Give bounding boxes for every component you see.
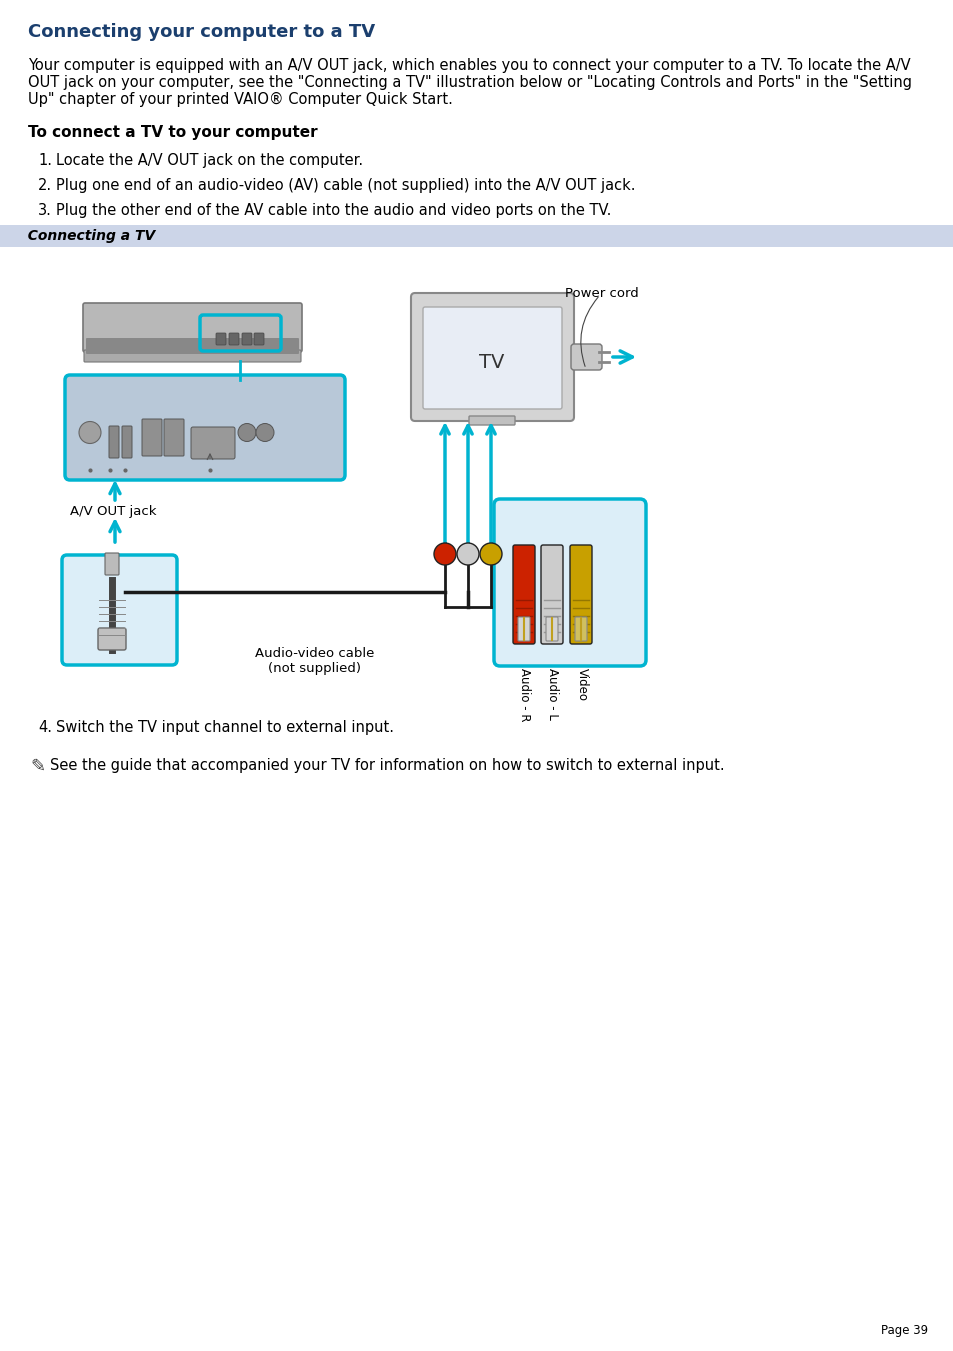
FancyBboxPatch shape [569,544,592,644]
Text: 1.: 1. [38,153,52,168]
FancyBboxPatch shape [98,628,126,650]
Text: ✎: ✎ [30,758,45,775]
FancyBboxPatch shape [83,303,302,353]
FancyBboxPatch shape [229,332,239,345]
FancyBboxPatch shape [242,332,252,345]
FancyBboxPatch shape [86,338,298,354]
Text: Locate the A/V OUT jack on the computer.: Locate the A/V OUT jack on the computer. [56,153,363,168]
Circle shape [255,423,274,442]
FancyBboxPatch shape [109,426,119,458]
FancyBboxPatch shape [191,427,234,459]
FancyBboxPatch shape [545,617,558,640]
FancyBboxPatch shape [517,617,530,640]
Text: Plug one end of an audio-video (AV) cable (not supplied) into the A/V OUT jack.: Plug one end of an audio-video (AV) cabl… [56,178,635,193]
Text: 4.: 4. [38,720,52,735]
FancyBboxPatch shape [164,419,184,457]
FancyBboxPatch shape [215,332,226,345]
Text: Your computer is equipped with an A/V OUT jack, which enables you to connect you: Your computer is equipped with an A/V OU… [28,58,910,73]
Text: OUT jack on your computer, see the "Connecting a TV" illustration below or "Loca: OUT jack on your computer, see the "Conn… [28,76,911,91]
Text: To connect a TV to your computer: To connect a TV to your computer [28,126,317,141]
Text: 2.: 2. [38,178,52,193]
Text: Switch the TV input channel to external input.: Switch the TV input channel to external … [56,720,394,735]
FancyBboxPatch shape [253,332,264,345]
FancyBboxPatch shape [571,345,601,370]
Text: TV: TV [478,353,504,372]
Text: Connecting a TV: Connecting a TV [18,230,155,243]
Text: Connecting your computer to a TV: Connecting your computer to a TV [28,23,375,41]
FancyBboxPatch shape [62,555,177,665]
Text: Page 39: Page 39 [880,1324,927,1337]
Circle shape [237,423,255,442]
Text: See the guide that accompanied your TV for information on how to switch to exter: See the guide that accompanied your TV f… [50,758,724,773]
Circle shape [479,543,501,565]
FancyBboxPatch shape [0,226,953,247]
FancyBboxPatch shape [65,376,345,480]
FancyBboxPatch shape [105,553,119,576]
Text: Power cord: Power cord [564,286,639,300]
Circle shape [79,422,101,443]
FancyBboxPatch shape [469,416,515,426]
Text: A/V OUT jack: A/V OUT jack [70,505,156,517]
Text: 3.: 3. [38,203,51,218]
Text: Audio - R: Audio - R [518,667,531,721]
Text: Audio-video cable
(not supplied): Audio-video cable (not supplied) [255,647,375,676]
FancyBboxPatch shape [575,617,586,640]
Circle shape [434,543,456,565]
FancyBboxPatch shape [494,499,645,666]
Text: Audio - L: Audio - L [546,667,558,720]
Text: Plug the other end of the AV cable into the audio and video ports on the TV.: Plug the other end of the AV cable into … [56,203,611,218]
FancyBboxPatch shape [540,544,562,644]
FancyBboxPatch shape [122,426,132,458]
FancyBboxPatch shape [422,307,561,409]
Circle shape [456,543,478,565]
FancyBboxPatch shape [84,350,301,362]
Text: Up" chapter of your printed VAIO® Computer Quick Start.: Up" chapter of your printed VAIO® Comput… [28,92,453,107]
FancyBboxPatch shape [411,293,574,422]
Text: Video: Video [575,667,588,701]
FancyBboxPatch shape [513,544,535,644]
FancyBboxPatch shape [142,419,162,457]
